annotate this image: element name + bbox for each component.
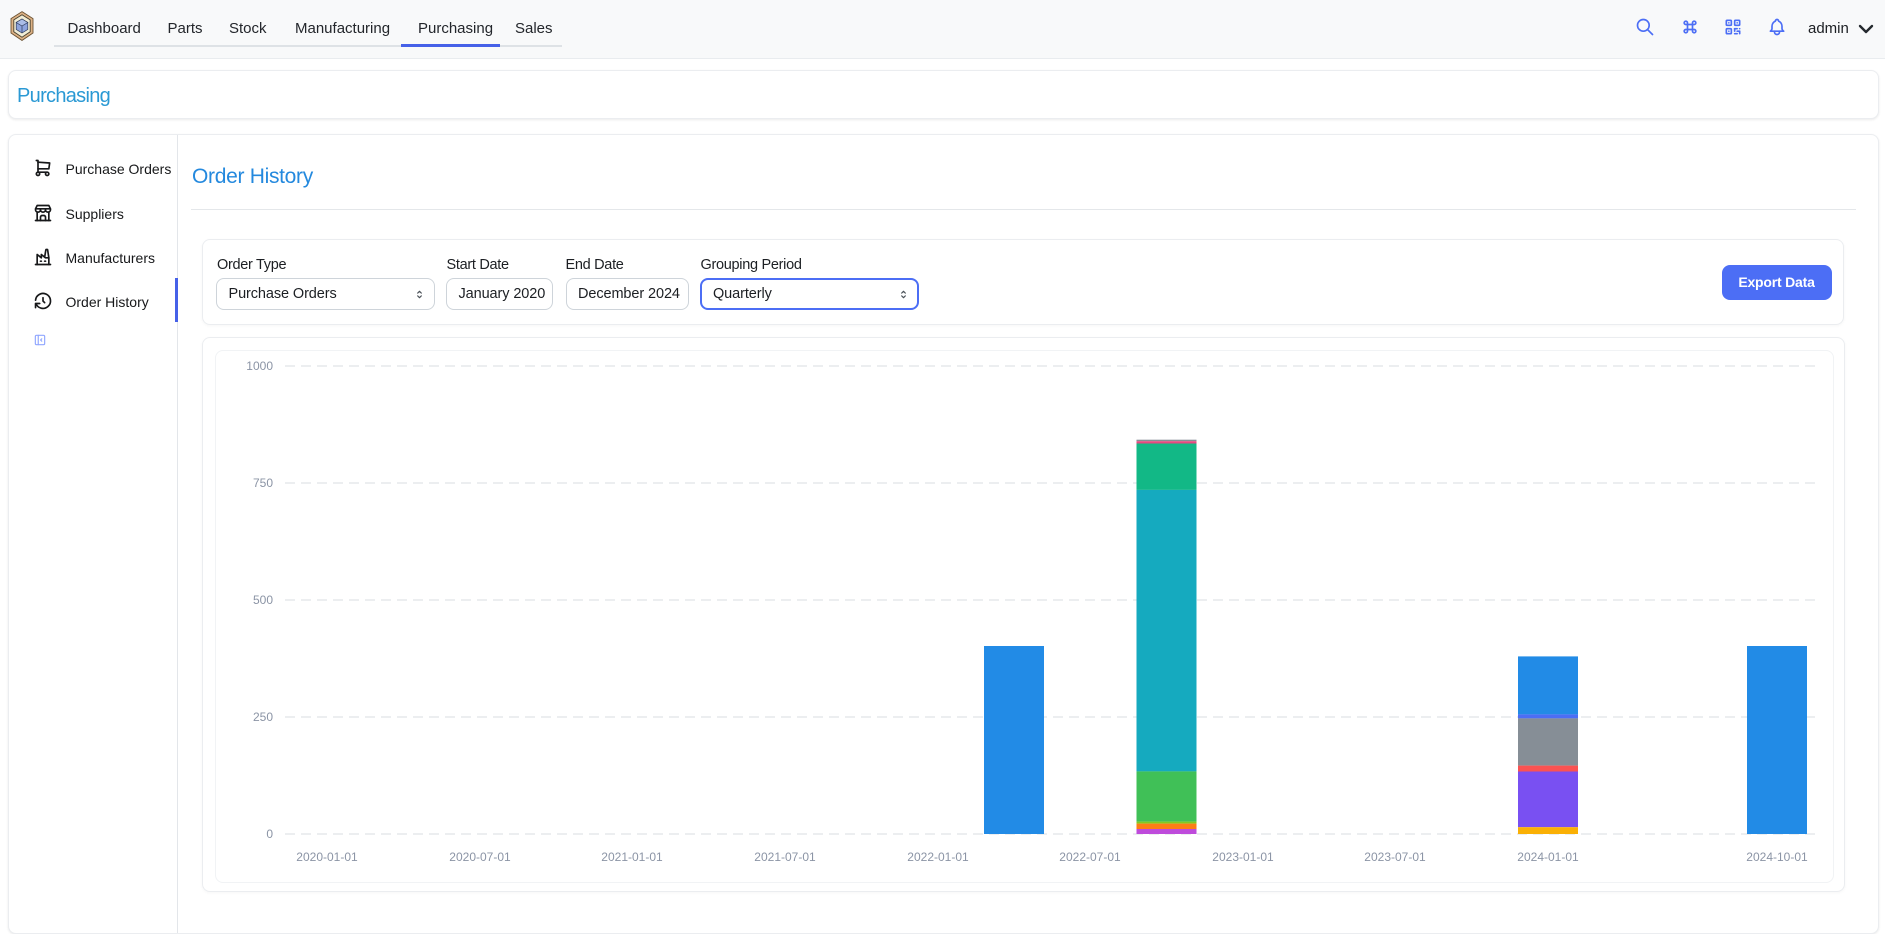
svg-text:0: 0 bbox=[266, 827, 273, 841]
svg-text:2020-01-01: 2020-01-01 bbox=[296, 850, 358, 864]
svg-text:2020-07-01: 2020-07-01 bbox=[449, 850, 511, 864]
svg-text:2024-01-01: 2024-01-01 bbox=[1517, 850, 1579, 864]
svg-text:250: 250 bbox=[253, 710, 273, 724]
svg-text:750: 750 bbox=[253, 476, 273, 490]
svg-text:2021-01-01: 2021-01-01 bbox=[601, 850, 663, 864]
svg-text:500: 500 bbox=[253, 593, 273, 607]
svg-text:1000: 1000 bbox=[246, 359, 273, 373]
svg-text:2024-10-01: 2024-10-01 bbox=[1746, 850, 1808, 864]
svg-text:2022-01-01: 2022-01-01 bbox=[907, 850, 969, 864]
svg-text:2021-07-01: 2021-07-01 bbox=[754, 850, 816, 864]
svg-text:2023-07-01: 2023-07-01 bbox=[1364, 850, 1426, 864]
svg-text:2022-07-01: 2022-07-01 bbox=[1059, 850, 1121, 864]
svg-text:2023-01-01: 2023-01-01 bbox=[1212, 850, 1274, 864]
